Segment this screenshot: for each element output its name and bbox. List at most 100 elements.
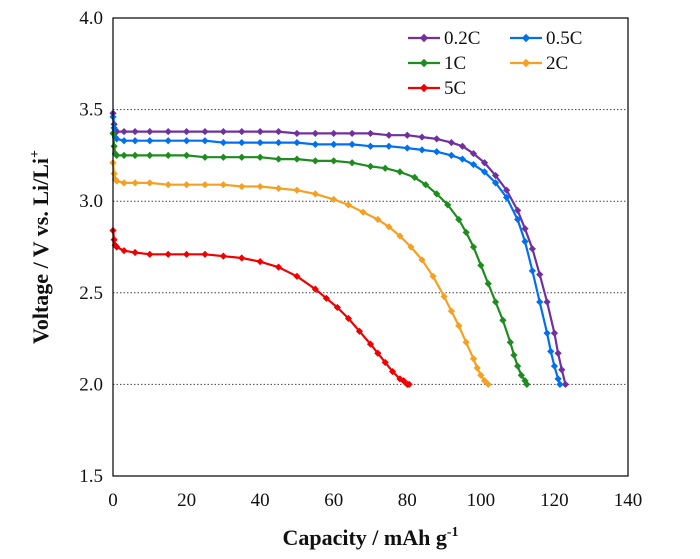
series-line-5C [111, 230, 410, 386]
data-point-2C-5 [131, 179, 139, 187]
data-point-0.2C-20 [403, 131, 411, 139]
data-point-2C-31 [477, 371, 485, 379]
data-point-5C-19 [355, 327, 364, 335]
data-point-0.5C-13 [274, 138, 283, 147]
data-point-0.5C-30 [521, 237, 529, 246]
data-point-5C-15 [311, 285, 319, 293]
data-point-0.2C-9 [201, 127, 209, 136]
data-point-0.5C-26 [480, 168, 489, 176]
x-axis-title: Capacity / mAh g-1 [282, 525, 458, 550]
data-point-0.5C-15 [311, 140, 319, 149]
data-point-0.2C-37 [561, 380, 570, 388]
data-point-0.5C-1 [110, 124, 118, 132]
data-point-1C-18 [366, 162, 375, 170]
data-point-0.5C-29 [514, 215, 522, 224]
data-point-2C-24 [429, 272, 437, 280]
data-point-0.5C-33 [543, 329, 551, 337]
data-point-1C-9 [201, 153, 209, 161]
y-tick-labels: 1.5 2.0 2.5 3.0 3.5 4.0 [79, 8, 103, 487]
data-point-0.5C-7 [164, 137, 172, 145]
data-point-5C-12 [256, 258, 264, 266]
data-point-0.2C-3 [113, 127, 121, 136]
data-point-0.2C-8 [182, 127, 191, 136]
data-point-0.2C-21 [418, 133, 426, 141]
series-layer [109, 109, 570, 388]
data-point-2C-10 [219, 181, 227, 189]
data-point-2C-29 [469, 355, 478, 363]
data-point-0.2C-29 [514, 206, 522, 214]
data-point-5C-6 [146, 250, 154, 258]
legend-item-2C: 2C [510, 53, 568, 74]
legend-label: 1C [444, 53, 466, 74]
data-point-5C-8 [182, 250, 191, 258]
data-point-0.2C-7 [164, 127, 172, 136]
legend: 0.2C 0.5C 1C 2C 5C [408, 28, 582, 99]
data-point-2C-8 [182, 181, 191, 189]
data-point-2C-17 [344, 201, 353, 209]
data-point-2C-6 [146, 179, 154, 187]
data-point-2C-3 [113, 177, 121, 185]
x-tick-label-3: 60 [324, 490, 343, 511]
data-point-2C-7 [164, 181, 172, 189]
plot-frame [112, 17, 629, 477]
data-point-1C-26 [462, 228, 470, 236]
data-point-1C-31 [499, 316, 507, 324]
data-point-0.2C-35 [554, 349, 562, 357]
data-point-0.2C-31 [528, 245, 536, 253]
data-point-0.2C-14 [293, 129, 301, 138]
data-point-0.5C-18 [366, 142, 375, 150]
data-point-5C-3 [113, 243, 121, 251]
data-point-0.5C-35 [550, 362, 559, 370]
legend-label: 5C [444, 78, 466, 99]
y-axis-title-text: Voltage / V vs. Li/Li [28, 158, 53, 344]
data-point-0.5C-27 [491, 179, 500, 187]
data-point-1C-35 [517, 371, 525, 379]
data-point-1C-13 [274, 155, 283, 163]
data-point-1C-27 [469, 243, 478, 251]
x-tick-label-7: 140 [614, 490, 643, 511]
data-point-1C-25 [455, 215, 463, 224]
data-point-0.2C-27 [491, 171, 500, 180]
data-point-5C-13 [274, 263, 283, 271]
data-point-2C-28 [462, 338, 470, 346]
data-point-0.5C-12 [256, 138, 264, 147]
data-point-0.5C-16 [330, 140, 338, 149]
y-tick-label-2: 2.5 [79, 283, 103, 304]
data-point-2C-19 [374, 215, 382, 224]
data-point-5C-1 [110, 236, 118, 244]
data-point-1C-3 [113, 151, 121, 159]
data-point-0.5C-32 [536, 298, 544, 306]
data-point-5C-10 [219, 252, 227, 260]
data-point-1C-21 [411, 173, 419, 181]
data-point-5C-22 [381, 358, 389, 367]
data-point-0.5C-28 [503, 193, 511, 202]
data-point-1C-22 [422, 181, 430, 189]
x-tick-label-6: 120 [540, 490, 569, 511]
series-2C [109, 159, 492, 388]
data-point-0.5C-19 [385, 142, 393, 150]
data-point-2C-4 [120, 179, 128, 187]
legend-swatch-marker [521, 58, 531, 68]
data-point-2C-34 [484, 380, 492, 388]
data-point-2C-16 [330, 195, 338, 203]
data-point-1C-5 [131, 151, 139, 159]
x-tick-labels: 0 20 40 60 80 100 120 140 [108, 490, 642, 511]
data-point-0.2C-19 [385, 131, 393, 139]
data-point-1C-28 [477, 261, 485, 269]
data-point-1C-32 [506, 338, 514, 346]
data-point-2C-27 [455, 322, 463, 330]
data-point-1C-10 [219, 153, 227, 161]
data-point-1C-19 [381, 164, 389, 172]
data-point-0.2C-12 [256, 127, 264, 136]
data-point-0.5C-21 [418, 146, 426, 154]
data-point-0.2C-32 [536, 270, 544, 279]
data-point-0.5C-11 [238, 138, 246, 147]
x-tick-label-5: 100 [467, 490, 496, 511]
data-point-1C-11 [238, 153, 246, 161]
series-0.5C [109, 113, 564, 388]
legend-item-1C: 1C [408, 53, 466, 74]
y-tick-label-1: 2.0 [79, 374, 103, 395]
data-point-5C-4 [120, 247, 128, 255]
